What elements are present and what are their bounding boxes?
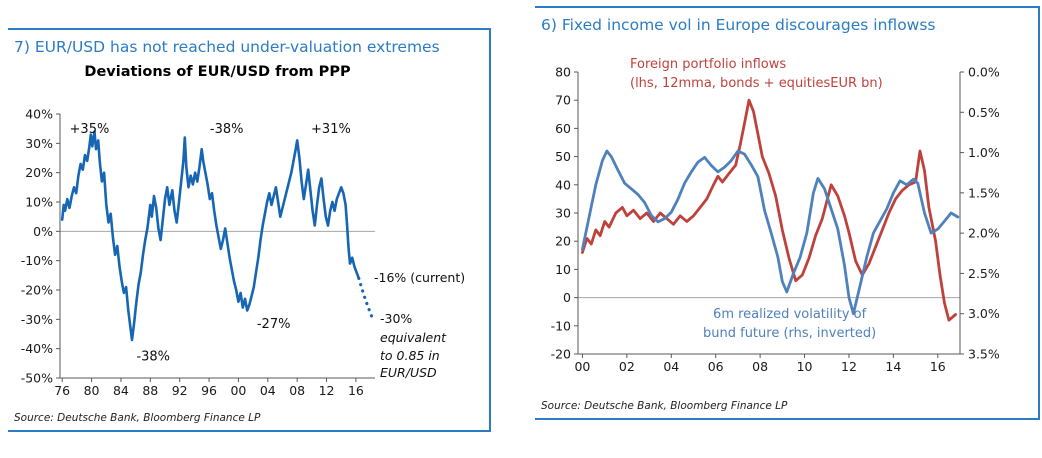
svg-text:76: 76 [54,383,70,398]
svg-text:20: 20 [555,234,571,249]
ppp-deviation-chart: 40% 30% 20% 10% 0% -10% -20% -30% -40% -50%76 80 84… [21,107,375,398]
svg-text:00: 00 [230,383,246,398]
projection-target-annotation: -30% [380,311,413,326]
svg-text:-50%: -50% [21,371,53,386]
svg-text:12: 12 [319,383,335,398]
left-panel-title: 7) EUR/USD has not reached under-valuati… [14,38,440,56]
EUR/USD deviation from PPP [60,130,361,342]
svg-text:2.0%: 2.0% [968,226,1000,241]
svg-text:10: 10 [555,262,571,277]
svg-text:0%: 0% [33,224,53,239]
svg-text:88: 88 [142,383,158,398]
svg-text:08: 08 [752,359,768,374]
svg-text:14: 14 [885,359,901,374]
svg-text:00: 00 [574,359,590,374]
svg-text:-27%: -27% [257,317,291,332]
svg-text:02: 02 [619,359,635,374]
Foreign portfolio inflows (lhs, 12mma, bonds + equities EUR bn) [581,98,958,322]
svg-text:20%: 20% [25,165,53,180]
svg-text:1.0%: 1.0% [968,145,1000,160]
svg-text:12: 12 [841,359,857,374]
right-source-note: Source: Deutsche Bank, Bloomberg Finance… [541,400,788,412]
svg-text:40: 40 [555,177,571,192]
svg-text:-30%: -30% [21,312,53,327]
svg-text:80: 80 [555,65,571,80]
right-chart-panel: 6) Fixed income vol in Europe discourage… [535,6,1040,420]
svg-text:-40%: -40% [21,341,53,356]
svg-text:2.5%: 2.5% [968,266,1000,281]
svg-text:60: 60 [555,121,571,136]
foreign-inflows-legend-line1: Foreign portfolio inflows [630,57,787,72]
svg-text:10: 10 [797,359,813,374]
svg-text:1.5%: 1.5% [968,185,1000,200]
svg-text:0.0%: 0.0% [968,65,1000,80]
bund-vol-legend-line2: bund future (rhs, inverted) [703,325,877,341]
svg-text:3.0%: 3.0% [968,306,1000,321]
right-panel-title: 6) Fixed income vol in Europe discourage… [541,16,936,34]
svg-text:30%: 30% [25,136,53,151]
left-chart-title: Deviations of EUR/USD from PPP [84,64,351,80]
left-chart-panel: 7) EUR/USD has not reached under-valuati… [8,28,491,432]
svg-text:84: 84 [113,383,129,398]
svg-text:04: 04 [663,359,679,374]
svg-text:+35%: +35% [70,122,110,137]
bund-vol-legend-line1: 6m realized volatility of [713,307,867,322]
svg-text:3.5%: 3.5% [968,347,1000,362]
svg-text:92: 92 [172,383,188,398]
svg-text:30: 30 [555,206,571,221]
svg-text:0.5%: 0.5% [968,105,1000,120]
svg-text:+31%: +31% [311,122,351,137]
svg-text:80: 80 [84,383,100,398]
svg-text:0: 0 [563,290,571,305]
svg-text:16: 16 [348,383,364,398]
svg-text:04: 04 [260,383,276,398]
svg-text:70: 70 [555,93,571,108]
svg-text:-20: -20 [551,347,571,362]
current-value-annotation: -16% (current) [374,270,466,285]
svg-text:40%: 40% [25,107,53,122]
foreign-inflows-legend-line2: (lhs, 12mma, bonds + equitiesEUR bn) [630,75,883,91]
6m realized volatility of bund future (rhs, inverted) [581,149,960,316]
svg-text:96: 96 [201,383,217,398]
left-source-note: Source: Deutsche Bank, Bloomberg Finance… [14,412,261,424]
svg-text:16: 16 [930,359,946,374]
Projection to -30% [357,276,375,321]
bund-vol-legend: 6m realized volatility of bund future (r… [703,306,876,344]
svg-text:08: 08 [289,383,305,398]
svg-text:-10: -10 [551,318,571,333]
svg-text:06: 06 [708,359,724,374]
svg-text:50: 50 [555,149,571,164]
svg-text:-38%: -38% [210,122,244,137]
svg-text:-10%: -10% [21,253,53,268]
inflows-vol-chart: 80 70 60 50 40 30 20 10 0 -10 -20 0.0% 0.5% 1.0% 1.5% 2… [551,65,1000,375]
svg-text:-20%: -20% [21,283,53,298]
svg-text:-38%: -38% [136,349,170,364]
projection-note: equivalent to 0.85 in EUR/USD [380,330,447,380]
svg-text:10%: 10% [25,195,53,210]
foreign-inflows-legend: Foreign portfolio inflows (lhs, 12mma, b… [630,56,883,94]
